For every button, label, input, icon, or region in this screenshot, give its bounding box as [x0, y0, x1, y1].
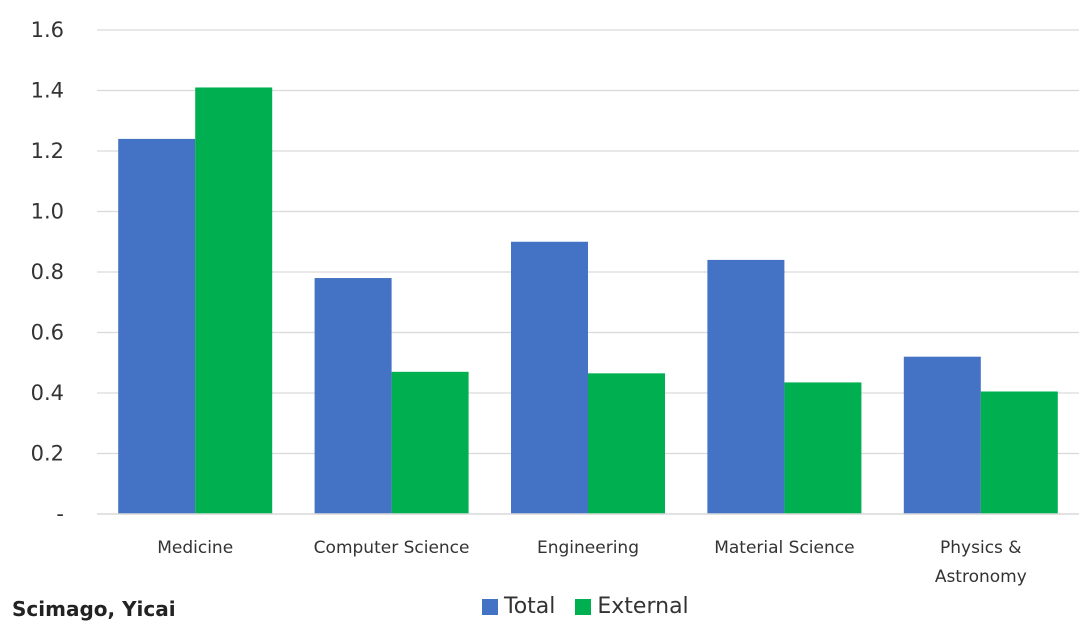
bar-external	[980, 391, 1058, 514]
y-axis-ticks: - 0.2 0.4 0.6 0.8 1.0 1.2 1.4 1.6	[31, 18, 64, 526]
x-axis-labels: Medicine Computer Science Engineering Mater…	[157, 538, 1027, 587]
legend: Total External	[482, 594, 709, 619]
bar-external	[784, 382, 862, 514]
bar-total	[903, 356, 981, 514]
y-tick-label: 0.8	[31, 260, 64, 284]
bars	[118, 87, 1058, 514]
y-tick-label: 1.4	[31, 79, 64, 103]
y-tick-label: -	[56, 502, 64, 526]
y-tick-label: 0.4	[31, 381, 64, 405]
legend-swatch-external	[575, 598, 592, 615]
x-tick-label: Medicine	[157, 538, 233, 558]
y-tick-label: 1.0	[31, 200, 64, 224]
bar-total	[511, 241, 588, 514]
legend-item-external: External	[575, 594, 689, 619]
source-note: Scimago, Yicai	[12, 597, 176, 621]
x-tick-label: Engineering	[537, 538, 639, 558]
y-tick-label: 1.6	[31, 18, 64, 42]
legend-label-total: Total	[504, 594, 556, 619]
x-tick-label: Computer Science	[314, 538, 470, 558]
y-tick-label: 0.6	[31, 321, 64, 345]
bar-total	[707, 259, 785, 514]
bar-total	[118, 138, 196, 514]
legend-item-total: Total	[482, 594, 555, 619]
bar-total	[314, 278, 392, 514]
legend-label-external: External	[597, 594, 689, 619]
y-tick-label: 0.2	[31, 442, 64, 466]
x-tick-label: Physics & Astronomy	[935, 538, 1027, 587]
x-tick-label: Material Science	[714, 538, 854, 558]
bar-external	[391, 371, 469, 514]
bar-external	[588, 373, 665, 514]
legend-swatch-total	[482, 598, 498, 615]
y-tick-label: 1.2	[31, 139, 64, 163]
bar-external	[195, 87, 273, 514]
